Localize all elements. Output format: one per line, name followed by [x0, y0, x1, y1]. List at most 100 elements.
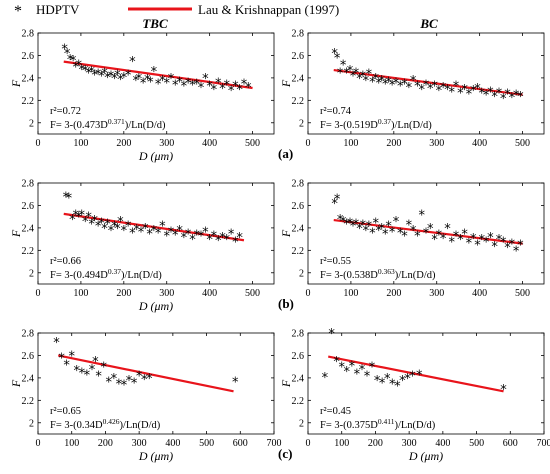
x-axis-label: D (μm)	[138, 449, 173, 463]
row-label-c: (c)	[278, 446, 292, 461]
r2-annotation: r²=0.45	[320, 406, 351, 417]
data-point: *	[104, 217, 111, 232]
data-point: *	[176, 224, 183, 239]
x-tick-label: 300	[159, 288, 174, 299]
x-tick-label: 100	[334, 438, 349, 449]
data-point: *	[393, 76, 400, 91]
data-point: *	[151, 224, 158, 239]
data-point: *	[129, 226, 136, 241]
data-point: *	[73, 208, 80, 223]
data-point: *	[379, 376, 386, 391]
data-point: *	[85, 211, 92, 226]
data-point: *	[350, 220, 357, 235]
y-tick-label: 2.8	[22, 179, 35, 190]
fit-equation: F= 3-(0.34D0.426)/Ln(D/d)	[50, 417, 161, 431]
x-tick-label: 300	[429, 138, 444, 149]
panel-bc-a: 22.22.42.62.80 100 200 300 400 500F**********…	[279, 29, 545, 149]
column-title-tbc: TBC	[142, 16, 168, 31]
data-point: *	[68, 349, 75, 364]
data-point: *	[389, 79, 396, 94]
data-point: *	[340, 58, 347, 73]
x-tick-label: 0	[306, 438, 311, 449]
data-point: *	[363, 74, 370, 89]
legend-marker-label: HDPTV	[36, 2, 80, 17]
data-point: *	[474, 82, 481, 97]
data-point: *	[337, 213, 344, 228]
data-point: *	[322, 371, 329, 386]
x-tick-label: 100	[343, 138, 358, 149]
y-tick-label: 2	[29, 118, 34, 129]
data-point: *	[194, 78, 201, 93]
data-point: *	[416, 369, 423, 384]
data-point: *	[92, 355, 99, 370]
data-point: *	[138, 225, 145, 240]
data-point: *	[116, 378, 123, 393]
data-point: *	[453, 230, 460, 245]
data-point: *	[496, 86, 503, 101]
data-point: *	[376, 76, 383, 91]
x-tick-label: 0	[306, 288, 311, 299]
data-point: *	[461, 228, 468, 243]
legend: * HDPTV Lau & Krishnappan (1997)	[14, 2, 339, 20]
data-point: *	[385, 220, 392, 235]
data-point: *	[343, 217, 350, 232]
data-point: *	[483, 89, 490, 104]
data-point: *	[466, 236, 473, 251]
x-tick-label: 600	[503, 438, 518, 449]
data-point: *	[133, 74, 140, 89]
plot-frame	[37, 32, 275, 135]
data-point: *	[136, 72, 143, 87]
data-point: *	[334, 193, 341, 208]
fit-line	[328, 355, 504, 393]
legend-line-label: Lau & Krishnappan (1997)	[198, 2, 339, 17]
data-point: *	[224, 233, 231, 248]
y-tick-label: 2	[299, 418, 304, 429]
data-point: *	[206, 233, 213, 248]
data-point: *	[140, 76, 147, 91]
x-tick-label: 600	[233, 438, 248, 449]
r2-annotation: r²=0.65	[50, 406, 81, 417]
data-point: *	[155, 226, 162, 241]
data-point: *	[106, 375, 113, 390]
plot-frame	[307, 332, 545, 435]
data-point: *	[245, 81, 252, 96]
data-point: *	[241, 78, 248, 93]
y-tick-label: 2.4	[292, 223, 305, 234]
fit-equation: F= 3-(0.538D0.363)/Ln(D/d)	[320, 267, 436, 281]
data-point: *	[347, 216, 354, 231]
data-point: *	[185, 76, 192, 91]
data-point: *	[91, 214, 98, 229]
y-tick-label: 2.2	[292, 96, 305, 107]
data-point: *	[373, 72, 380, 87]
data-point: *	[354, 367, 361, 382]
data-point: *	[376, 224, 383, 239]
y-tick-label: 2.6	[22, 51, 35, 62]
data-point: *	[79, 366, 86, 381]
data-point: *	[202, 72, 209, 87]
data-point: *	[198, 81, 205, 96]
legend-marker-symbol: *	[14, 3, 22, 20]
data-point: *	[95, 370, 102, 385]
data-point: *	[389, 225, 396, 240]
data-point: *	[172, 79, 179, 94]
x-tick-label: 100	[73, 138, 88, 149]
data-point: *	[202, 225, 209, 240]
data-point: *	[363, 224, 370, 239]
data-point: *	[236, 83, 243, 98]
y-tick-label: 2.2	[292, 396, 305, 407]
fit-equation: F= 3-(0.473D0.371)/Ln(D/d)	[50, 117, 166, 131]
y-tick-label: 2.8	[22, 329, 35, 340]
data-point: *	[95, 67, 102, 82]
data-point: *	[513, 244, 520, 259]
data-point: *	[206, 80, 213, 95]
data-point: *	[101, 222, 108, 237]
x-tick-label: 200	[386, 288, 401, 299]
data-point: *	[114, 222, 121, 237]
data-point: *	[444, 83, 451, 98]
x-tick-label: 500	[469, 438, 484, 449]
r2-annotation: r²=0.66	[50, 256, 81, 267]
row-label-a: (a)	[278, 146, 293, 161]
y-tick-label: 2.4	[22, 73, 35, 84]
x-tick-label: 700	[267, 438, 282, 449]
data-point: *	[98, 216, 105, 231]
